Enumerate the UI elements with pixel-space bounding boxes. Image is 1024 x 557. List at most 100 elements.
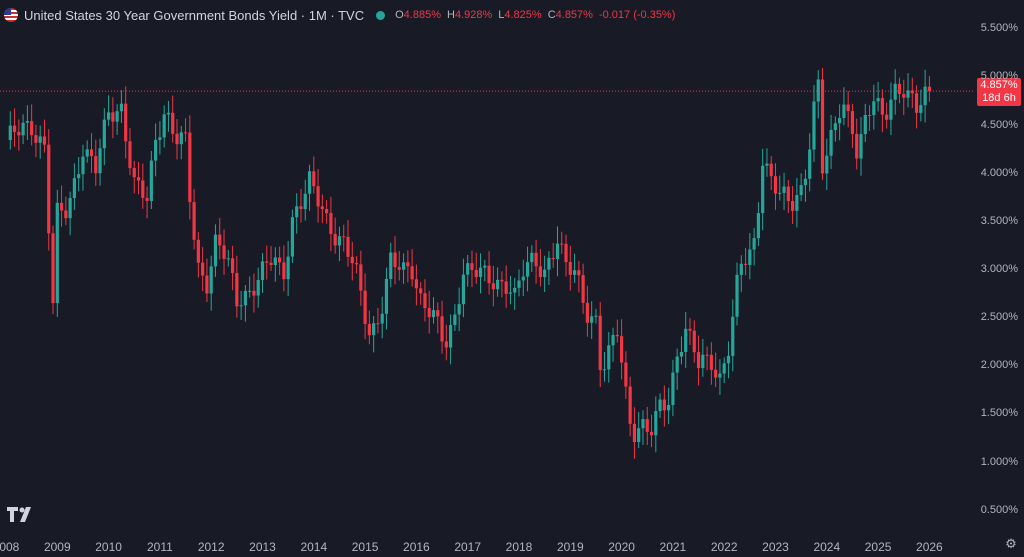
candle (530, 245, 534, 272)
candle (34, 124, 38, 158)
candle (222, 229, 226, 275)
y-tick-label: 2.500% (980, 311, 1018, 324)
candle (51, 225, 55, 315)
x-tick-label: 2021 (659, 540, 687, 554)
candle (885, 102, 889, 129)
last-price: 4.857% (980, 79, 1018, 91)
candle (662, 385, 666, 427)
candle (21, 114, 25, 144)
candle (602, 351, 607, 382)
candle (534, 239, 538, 284)
candle (449, 314, 453, 365)
candle (286, 241, 290, 297)
candle (401, 253, 406, 284)
candle (855, 118, 859, 170)
candle (414, 264, 418, 306)
candle (354, 256, 359, 274)
candle (500, 271, 504, 298)
candle (77, 156, 81, 192)
candle (218, 217, 222, 260)
candle (115, 104, 119, 135)
y-tick-label: 3.000% (980, 263, 1018, 275)
candle (671, 359, 675, 417)
change-value: -0.017 (-0.35%) (598, 9, 676, 21)
candle (590, 301, 594, 339)
candle (128, 127, 132, 176)
candle (624, 351, 628, 399)
candle (709, 342, 713, 385)
candle (808, 133, 812, 192)
candle (483, 259, 487, 282)
candle (273, 247, 277, 282)
candle (303, 179, 307, 221)
candle (872, 84, 876, 130)
candle (679, 336, 684, 365)
candle (731, 299, 735, 372)
candle (320, 194, 324, 224)
y-tick-label: 1.500% (980, 407, 1018, 420)
candle (504, 265, 508, 308)
candle (615, 319, 619, 343)
candle (252, 273, 256, 313)
candle (778, 175, 782, 201)
candle (81, 144, 85, 191)
y-tick-label: 5.000% (980, 70, 1018, 83)
candle (632, 407, 637, 459)
candle (880, 89, 884, 132)
candle (752, 228, 756, 266)
candle (299, 188, 303, 223)
candle (25, 105, 29, 141)
candle (278, 246, 282, 276)
candle (162, 105, 166, 148)
x-tick-label: 2023 (762, 540, 789, 554)
x-tick-label: 2012 (197, 540, 225, 554)
x-tick-label: 2008 (0, 540, 20, 554)
candle (478, 253, 483, 294)
candle (380, 296, 384, 339)
gear-icon[interactable]: ⚙ (1005, 536, 1017, 551)
candle (889, 82, 893, 136)
candle (290, 209, 295, 264)
candle (902, 79, 906, 116)
candle (17, 119, 21, 151)
candle (337, 226, 342, 262)
x-tick-label: 2013 (249, 540, 276, 554)
candle (645, 406, 649, 445)
candle (158, 121, 162, 155)
candle (799, 173, 803, 202)
candle (863, 103, 867, 143)
candle (235, 255, 239, 318)
candle (192, 189, 196, 250)
candle (397, 250, 401, 281)
candle (282, 245, 286, 292)
candle (188, 115, 192, 220)
candle (419, 282, 423, 305)
candle (111, 97, 115, 139)
candle (547, 251, 551, 285)
candle (145, 186, 149, 219)
candle (914, 85, 919, 129)
candle (791, 186, 795, 224)
candle (769, 156, 773, 191)
candle (312, 156, 316, 194)
candle (470, 250, 474, 288)
candle (141, 163, 145, 209)
candle (812, 85, 816, 162)
candle (726, 341, 731, 379)
tradingview-logo-icon[interactable] (6, 505, 38, 523)
symbol-title[interactable]: United States 30 Year Government Bonds Y… (24, 7, 365, 23)
candle (213, 224, 218, 277)
x-tick-label: 2025 (864, 540, 892, 554)
candle (572, 253, 577, 283)
candle (919, 89, 923, 122)
candle (431, 297, 436, 324)
candle (166, 100, 171, 132)
candle (136, 162, 141, 195)
candle (94, 139, 98, 186)
x-tick-label: 2018 (505, 540, 533, 554)
candle (89, 133, 94, 173)
candle (342, 224, 346, 252)
candle (179, 125, 183, 160)
candle (897, 77, 902, 104)
